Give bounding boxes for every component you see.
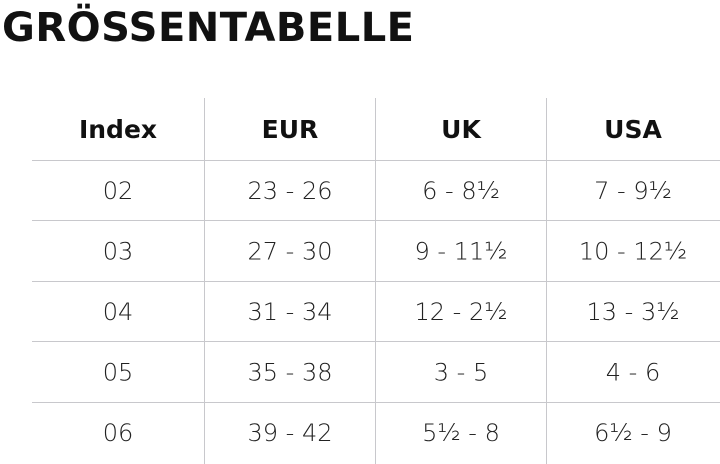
- table-cell: 06: [103, 419, 134, 447]
- table-cell: 3 - 5: [434, 359, 488, 387]
- table-cell: 04: [103, 298, 134, 326]
- table-cell: 02: [103, 177, 134, 205]
- column-header: USA: [604, 115, 662, 144]
- column-header: Index: [79, 115, 157, 144]
- column-header: UK: [441, 115, 482, 144]
- table-cell: 23 - 26: [248, 177, 333, 205]
- page-title: GRÖSSENTABELLE: [2, 3, 415, 51]
- table-cell: 39 - 42: [248, 419, 333, 447]
- table-cell: 03: [103, 238, 134, 266]
- table-cell: 27 - 30: [248, 238, 333, 266]
- table-cell: 6 - 8½: [422, 177, 500, 205]
- table-cell: 4 - 6: [606, 359, 660, 387]
- column-header: EUR: [262, 115, 319, 144]
- table-cell: 9 - 11½: [415, 238, 508, 266]
- table-cell: 6½ - 9: [594, 419, 672, 447]
- table-cell: 5½ - 8: [422, 419, 500, 447]
- table-grid: [32, 98, 720, 464]
- table-cell: 12 - 2½: [415, 298, 508, 326]
- table-cell: 10 - 12½: [579, 238, 687, 266]
- table-cell: 35 - 38: [248, 359, 333, 387]
- table-cell: 13 - 3½: [587, 298, 680, 326]
- table-cell: 05: [103, 359, 134, 387]
- table-cell: 31 - 34: [248, 298, 333, 326]
- table-cell: 7 - 9½: [594, 177, 672, 205]
